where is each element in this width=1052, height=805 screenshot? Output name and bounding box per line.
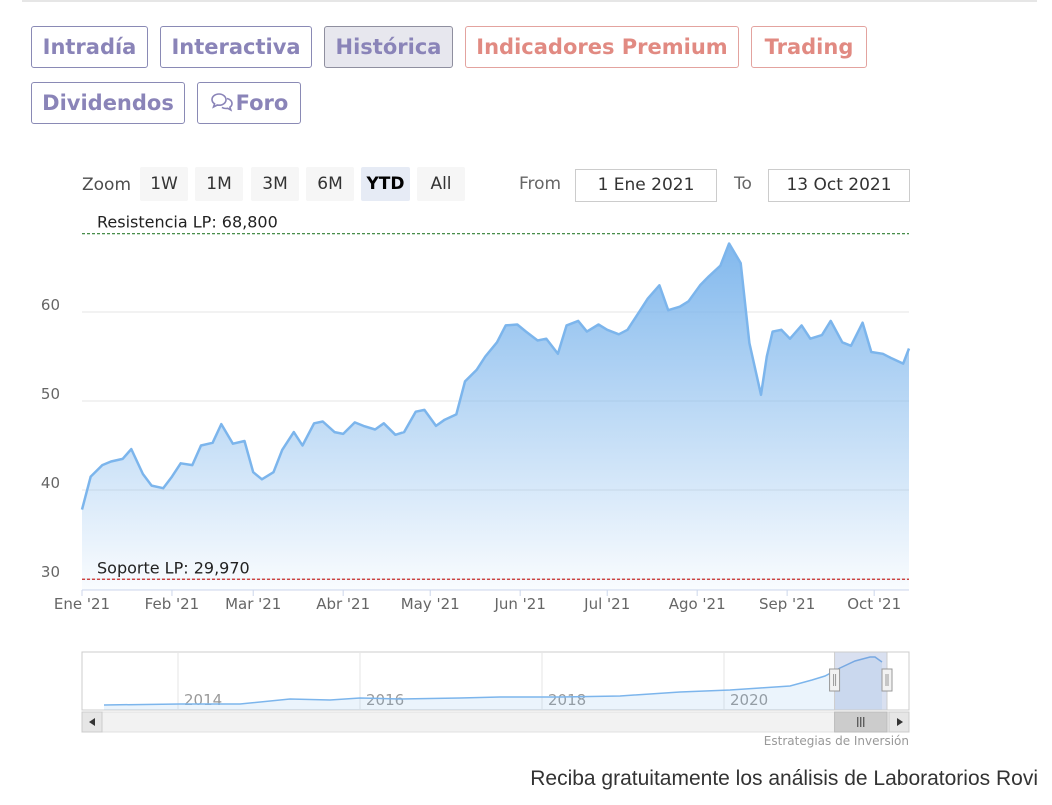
tab-hist-rica[interactable]: Histórica bbox=[324, 26, 453, 68]
x-tick-label: May '21 bbox=[401, 595, 460, 613]
zoom-label: Zoom bbox=[82, 175, 132, 195]
tab-indicadores-premium[interactable]: Indicadores Premium bbox=[465, 26, 739, 68]
navigator-year-label: 2020 bbox=[730, 691, 768, 709]
tab-label: Histórica bbox=[335, 35, 442, 59]
chevron-right-icon bbox=[897, 718, 903, 726]
navigator-handle[interactable] bbox=[829, 668, 841, 692]
tab-label: Intradía bbox=[42, 35, 137, 59]
from-date-input[interactable]: 1 Ene 2021 bbox=[575, 169, 717, 202]
y-tick-label: 60 bbox=[41, 296, 60, 314]
x-tick-label: Jun '21 bbox=[493, 595, 545, 613]
navigator-frame bbox=[81, 651, 910, 711]
x-tick-label: Abr '21 bbox=[316, 595, 370, 613]
tab-label: Foro bbox=[235, 91, 289, 115]
speech-bubble-icon bbox=[210, 86, 234, 126]
scrollbar-track[interactable] bbox=[81, 711, 910, 733]
zoom-button-ytd[interactable]: YTD bbox=[361, 167, 410, 201]
navigator-year-label: 2018 bbox=[548, 691, 586, 709]
tab-interactiva[interactable]: Interactiva bbox=[160, 26, 312, 68]
x-tick-label: Oct '21 bbox=[847, 595, 901, 613]
newsletter-cta[interactable]: Reciba gratuitamente los análisis de Lab… bbox=[530, 767, 1038, 790]
zoom-button-all[interactable]: All bbox=[417, 167, 465, 201]
x-tick-label: Feb '21 bbox=[145, 595, 200, 613]
top-divider bbox=[22, 0, 1037, 2]
tab-label: Dividendos bbox=[42, 91, 174, 115]
tab-label: Indicadores Premium bbox=[476, 35, 728, 59]
chevron-left-icon bbox=[89, 718, 95, 726]
tab-label: Trading bbox=[764, 35, 854, 59]
tab-intrad-a[interactable]: Intradía bbox=[31, 26, 148, 68]
zoom-button-1m[interactable]: 1M bbox=[195, 167, 243, 201]
y-tick-label: 40 bbox=[41, 474, 60, 492]
y-tick-label: 30 bbox=[41, 563, 60, 581]
to-label: To bbox=[734, 174, 752, 194]
price-line bbox=[80, 242, 911, 510]
tab-dividendos[interactable]: Dividendos bbox=[31, 82, 185, 124]
navigator-line bbox=[103, 656, 883, 706]
resistance-label: Resistencia LP: 68,800 bbox=[97, 213, 278, 232]
tab-foro[interactable]: Foro bbox=[197, 82, 301, 124]
x-tick-label: Jul '21 bbox=[583, 595, 630, 613]
x-tick-label: Sep '21 bbox=[759, 595, 815, 613]
support-label: Soporte LP: 29,970 bbox=[97, 558, 250, 577]
x-tick-label: Mar '21 bbox=[225, 595, 281, 613]
tab-label: Interactiva bbox=[171, 35, 301, 59]
navigator-handle[interactable] bbox=[881, 668, 893, 692]
price-area bbox=[82, 243, 909, 590]
navigator-year-label: 2016 bbox=[366, 691, 404, 709]
zoom-button-6m[interactable]: 6M bbox=[306, 167, 354, 201]
x-tick-label: Ene '21 bbox=[54, 595, 110, 613]
navigator-window bbox=[834, 651, 888, 711]
y-tick-label: 50 bbox=[41, 385, 60, 403]
tab-trading[interactable]: Trading bbox=[751, 26, 867, 68]
chart-credit[interactable]: Estrategias de Inversión bbox=[763, 734, 909, 748]
zoom-button-1w[interactable]: 1W bbox=[140, 167, 188, 201]
navigator-area bbox=[104, 657, 882, 710]
x-tick-label: Ago '21 bbox=[669, 595, 726, 613]
from-label: From bbox=[519, 174, 562, 194]
zoom-button-3m[interactable]: 3M bbox=[251, 167, 299, 201]
to-date-input[interactable]: 13 Oct 2021 bbox=[768, 169, 910, 202]
